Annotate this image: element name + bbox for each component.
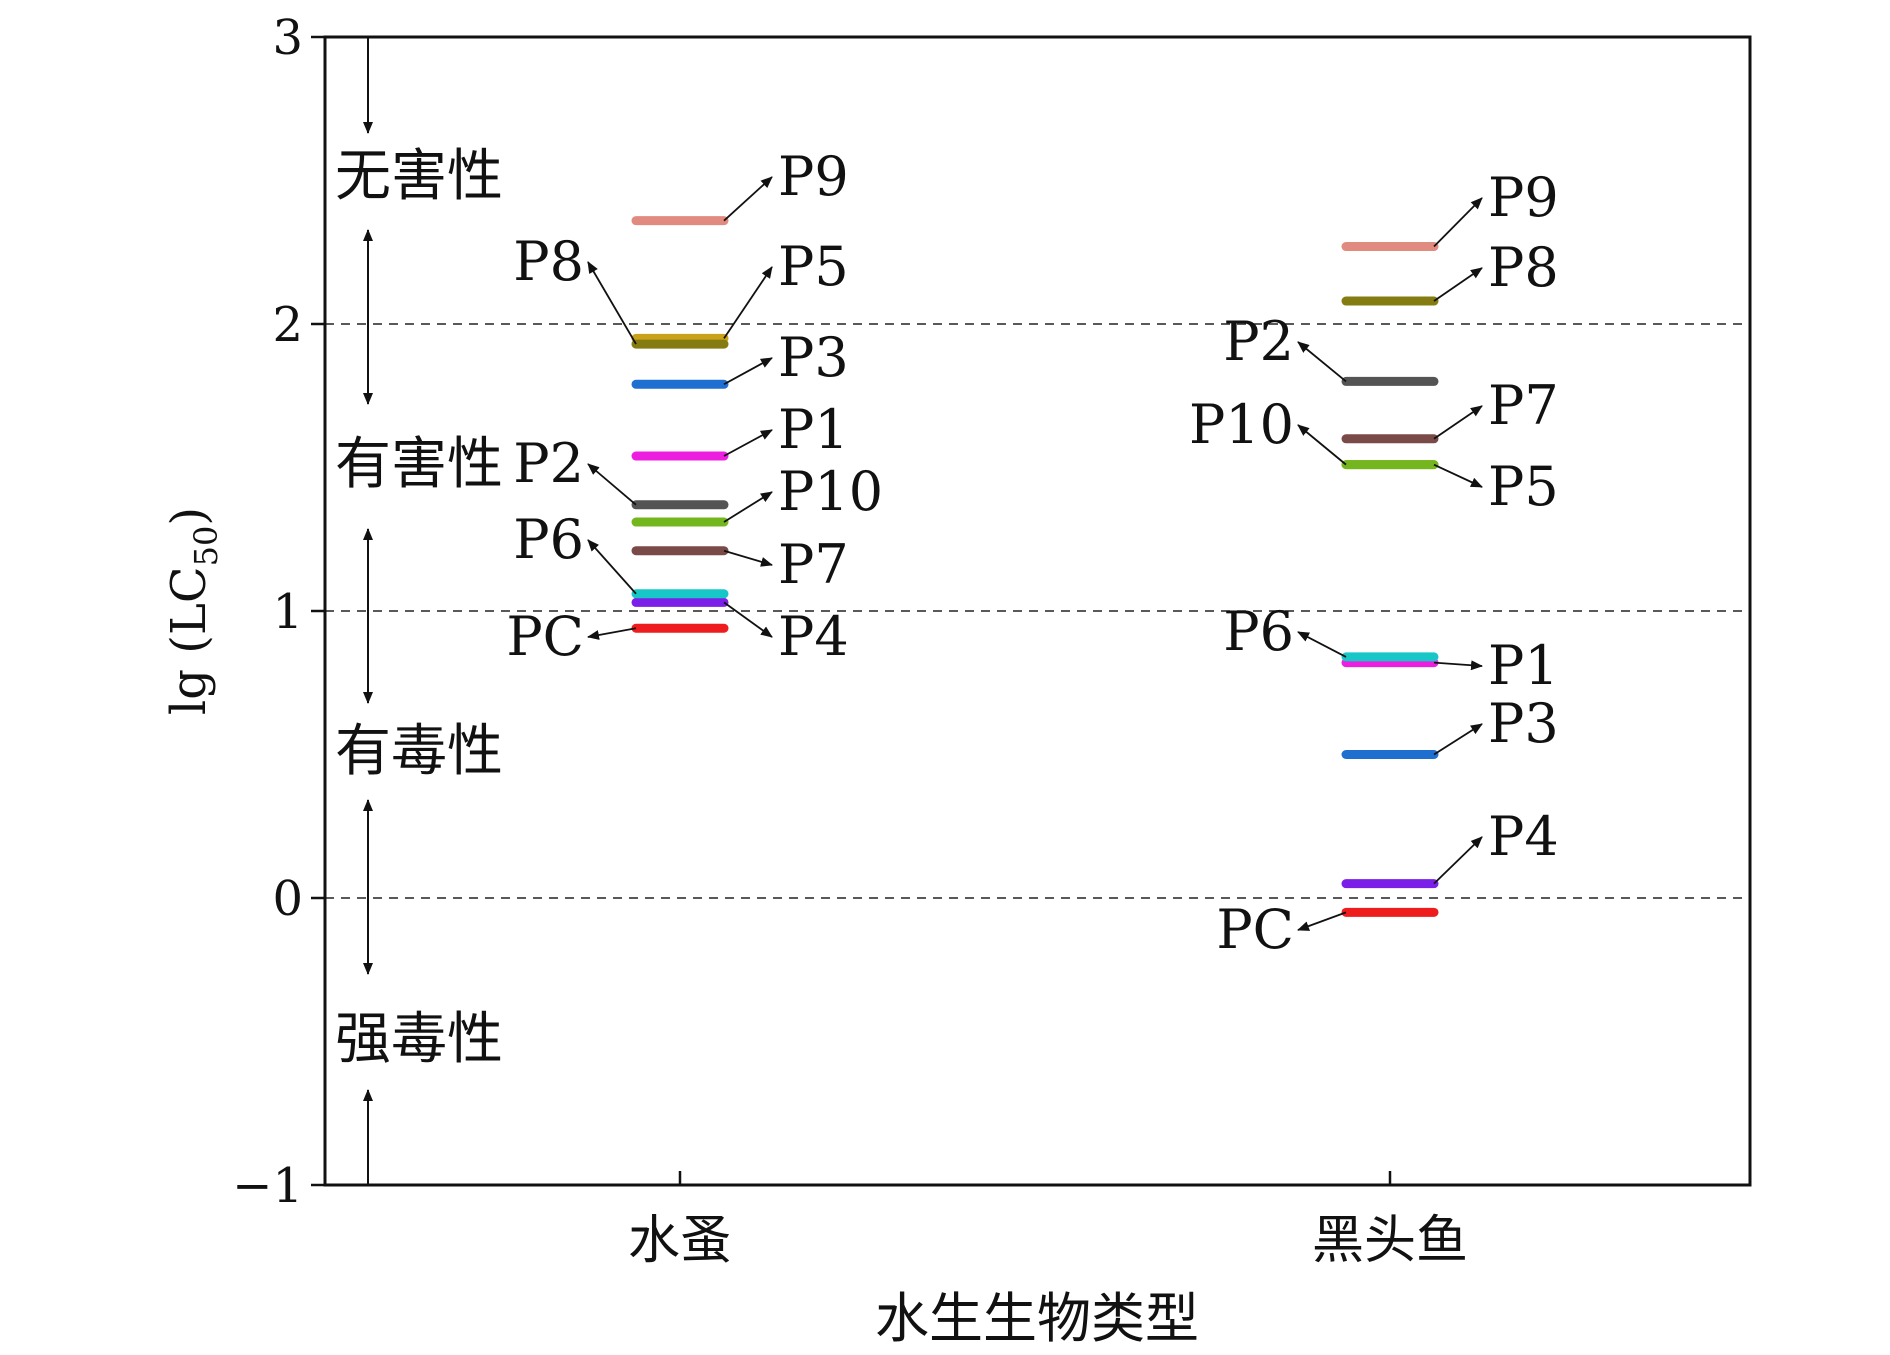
y-tick-label: −1 bbox=[232, 1158, 303, 1214]
leader-arrow-P7 bbox=[1433, 405, 1483, 440]
toxicity-class-label: 有害性 bbox=[335, 432, 503, 497]
y-tick-label: 0 bbox=[272, 871, 303, 927]
point-label-P7: P7 bbox=[1488, 374, 1559, 437]
toxicity-class-label: 有毒性 bbox=[335, 719, 503, 784]
toxicity-class-label: 强毒性 bbox=[335, 1007, 503, 1072]
leader-arrow-P6 bbox=[1297, 631, 1347, 658]
leader-arrow-P3 bbox=[723, 357, 773, 386]
leader-arrow-P2 bbox=[587, 463, 637, 506]
leader-arrow-P10 bbox=[1297, 424, 1347, 466]
point-label-P4: P4 bbox=[778, 605, 849, 668]
leader-arrow-P9 bbox=[723, 176, 773, 222]
leader-arrow-P5 bbox=[723, 266, 773, 339]
point-label-P10: P10 bbox=[1189, 393, 1294, 456]
leader-arrow-P4 bbox=[723, 601, 773, 638]
point-label-PC: PC bbox=[1216, 898, 1294, 961]
y-tick-label: 2 bbox=[272, 297, 303, 353]
point-label-P8: P8 bbox=[1488, 236, 1559, 299]
point-label-P3: P3 bbox=[1488, 692, 1559, 755]
leader-arrow-P4 bbox=[1433, 836, 1483, 885]
leader-arrow-P8 bbox=[587, 261, 637, 345]
point-label-P1: P1 bbox=[1488, 634, 1559, 697]
point-label-P6: P6 bbox=[1223, 600, 1294, 663]
leader-arrow-P6 bbox=[587, 539, 637, 595]
data-marks bbox=[631, 216, 1439, 917]
point-label-P7: P7 bbox=[778, 533, 849, 596]
point-label-P2: P2 bbox=[513, 432, 584, 495]
point-labels: PC PC P1 P1 P2 P2 P3 P3 P4 P4 P5 P5 P6 P6 P7 P7 P8 P8 P9 P9… bbox=[506, 145, 1558, 961]
point-label-P2: P2 bbox=[1223, 310, 1294, 373]
leader-arrow-P1 bbox=[1433, 660, 1483, 671]
leader-arrow-P1 bbox=[723, 429, 773, 457]
point-label-P5: P5 bbox=[778, 235, 849, 298]
y-tick-label: 3 bbox=[272, 10, 303, 66]
gridlines bbox=[325, 323, 1750, 899]
leader-arrow-P10 bbox=[723, 491, 773, 523]
point-label-P9: P9 bbox=[778, 145, 849, 208]
point-label-P4: P4 bbox=[1488, 805, 1559, 868]
y-axis-label: lg (LC50) bbox=[161, 507, 225, 715]
leader-arrow-PC bbox=[1297, 911, 1347, 931]
y-axis-label-close: ) bbox=[161, 507, 217, 526]
toxicity-class-label: 无害性 bbox=[335, 144, 503, 209]
leader-arrow-P5 bbox=[1433, 463, 1483, 488]
point-label-P5: P5 bbox=[1488, 455, 1559, 518]
leader-arrow-PC bbox=[587, 627, 637, 640]
point-label-P10: P10 bbox=[778, 460, 883, 523]
point-label-P8: P8 bbox=[513, 230, 584, 293]
leader-arrow-P3 bbox=[1433, 723, 1483, 756]
leader-arrow-P2 bbox=[1297, 341, 1347, 383]
y-axis-label-main: lg (LC bbox=[161, 566, 217, 715]
point-label-P6: P6 bbox=[513, 508, 584, 571]
x-tick-label: 水蚤 bbox=[628, 1211, 732, 1271]
axes: −1 0 1 2 3 水蚤 黑头鱼 bbox=[232, 10, 1468, 1271]
x-axis-label: 水生生物类型 bbox=[875, 1287, 1199, 1350]
y-tick-label: 1 bbox=[272, 584, 303, 640]
leader-arrow-P7 bbox=[723, 549, 773, 567]
x-tick-label: 黑头鱼 bbox=[1312, 1211, 1468, 1271]
point-label-P9: P9 bbox=[1488, 166, 1559, 229]
leader-arrow-P8 bbox=[1433, 267, 1483, 302]
point-label-P1: P1 bbox=[778, 398, 849, 461]
leader-arrow-P9 bbox=[1433, 197, 1483, 248]
point-label-PC: PC bbox=[506, 605, 584, 668]
y-axis-label-subscript: 50 bbox=[187, 526, 225, 567]
point-label-P3: P3 bbox=[778, 326, 849, 389]
